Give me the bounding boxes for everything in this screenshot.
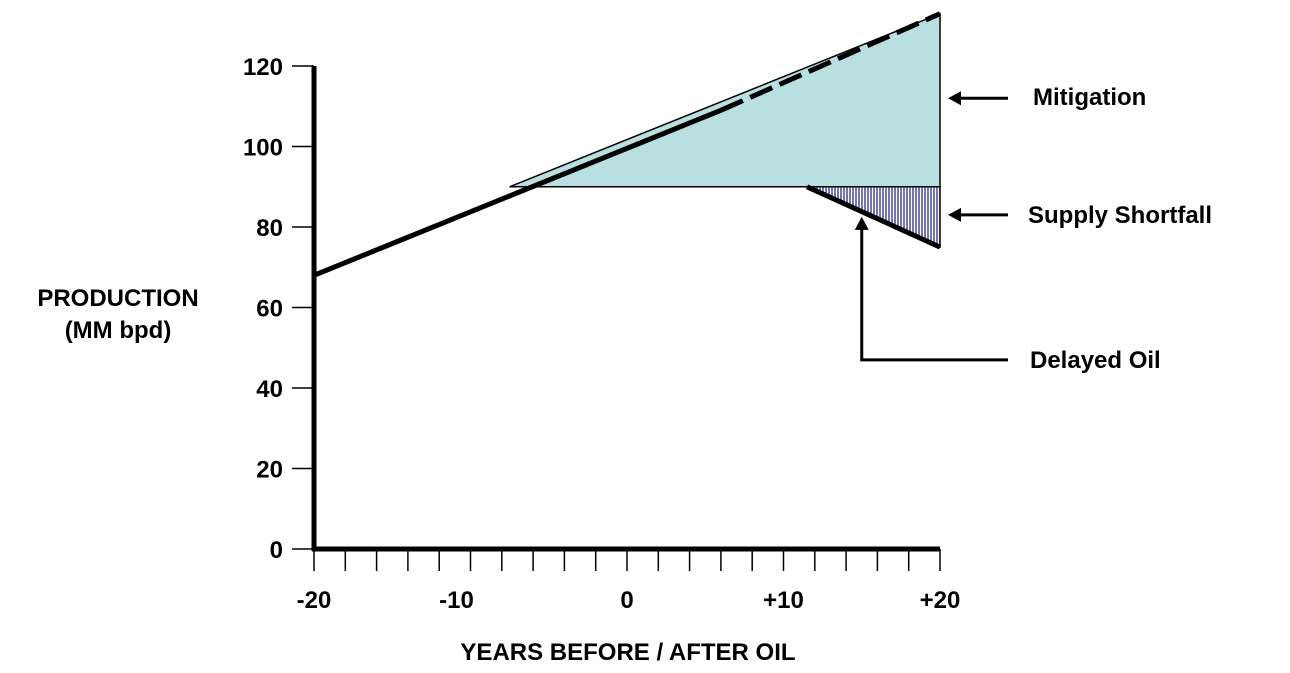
demand-continuation-line — [719, 11, 942, 113]
x-tick-label: 0 — [620, 587, 633, 614]
delayed-oil-arrow — [860, 226, 1008, 362]
y-axis-label-line-1: PRODUCTION — [37, 285, 198, 312]
demand-line — [313, 107, 722, 278]
x-axis-label: YEARS BEFORE / AFTER OIL — [460, 639, 795, 666]
y-tick-label: 100 — [243, 135, 283, 162]
production-decline-line — [805, 184, 942, 250]
delayed-oil-label: Delayed Oil — [1030, 347, 1161, 374]
arrow-head — [948, 207, 961, 222]
arrow-head — [854, 216, 869, 230]
y-axis-label-line-2: (MM bpd) — [65, 317, 172, 344]
x-tick-label: -20 — [297, 587, 332, 614]
y-tick-label: 120 — [243, 54, 283, 81]
y-tick-label: 40 — [256, 376, 283, 403]
supply-shortfall-label: Supply Shortfall — [1028, 202, 1212, 229]
y-tick-label: 60 — [256, 296, 283, 323]
x-tick-label: +10 — [763, 587, 804, 614]
y-tick-label: 80 — [256, 215, 283, 242]
y-tick-label: 0 — [270, 537, 283, 564]
x-tick-label: -10 — [439, 587, 474, 614]
mitigation-label: Mitigation — [1033, 84, 1146, 111]
arrow-head — [948, 91, 961, 106]
y-tick-label: 20 — [256, 457, 283, 484]
x-tick-label: +20 — [920, 587, 961, 614]
